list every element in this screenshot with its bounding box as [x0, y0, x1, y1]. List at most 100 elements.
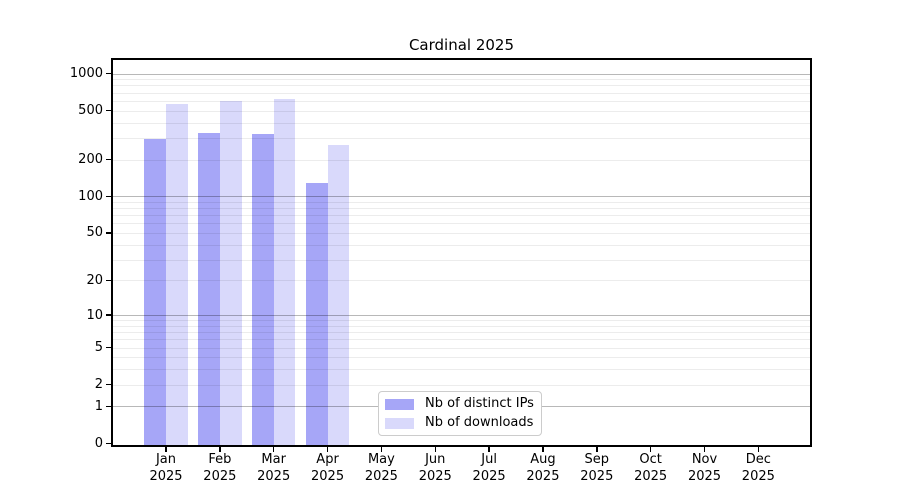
x-tick-month-mar: Mar — [261, 452, 286, 467]
x-tick-month-apr: Apr — [316, 452, 339, 467]
legend-entry-downloads: Nb of downloads — [385, 416, 541, 430]
gridline-major-100 — [113, 196, 810, 198]
gridline-minor-60 — [113, 223, 810, 225]
x-tick-label-jun: Jun 2025 — [407, 452, 463, 485]
legend-entry-distinct-ips: Nb of distinct IPs — [385, 397, 541, 411]
bar-distinct-ips-mar — [251, 134, 274, 445]
x-tick-month-dec: Dec — [745, 452, 771, 467]
bars-layer — [113, 60, 810, 445]
x-tick-month-oct: Oct — [639, 452, 662, 467]
x-tick-label-feb: Feb 2025 — [192, 452, 248, 485]
gridline-major-10 — [113, 315, 810, 317]
gridline-minor-50 — [113, 232, 810, 234]
x-tick-label-apr: Apr 2025 — [300, 452, 356, 485]
y-tick-mark-10 — [105, 314, 112, 316]
x-tick-label-dec: Dec 2025 — [730, 452, 786, 485]
x-tick-month-nov: Nov — [691, 452, 718, 467]
y-tick-label-1: 1 — [94, 398, 103, 414]
gridline-minor-600 — [113, 100, 810, 102]
x-tick-year-jan: 2025 — [149, 468, 183, 484]
y-tick-label-200: 200 — [78, 152, 103, 168]
gridline-minor-8 — [113, 325, 810, 327]
y-tick-mark-1 — [105, 405, 112, 408]
legend: Nb of distinct IPs Nb of downloads — [378, 391, 542, 436]
y-tick-mark-200 — [105, 158, 112, 161]
bar-downloads-feb — [219, 101, 242, 445]
x-tick-mark-mar — [272, 446, 275, 452]
x-tick-label-jul: Jul 2025 — [461, 452, 517, 485]
gridline-minor-500 — [113, 110, 810, 112]
y-tick-label-50: 50 — [86, 225, 103, 241]
y-tick-mark-1000 — [105, 72, 112, 75]
gridline-minor-30 — [113, 259, 810, 261]
legend-label-downloads: Nb of downloads — [425, 415, 534, 430]
x-tick-label-jan: Jan 2025 — [138, 452, 194, 485]
x-tick-mark-dec — [757, 446, 760, 452]
plot-area — [111, 58, 812, 447]
x-tick-month-jul: Jul — [481, 452, 497, 467]
gridline-minor-20 — [113, 280, 810, 282]
bar-downloads-jan — [166, 103, 188, 445]
bar-distinct-ips-feb — [198, 132, 220, 445]
x-tick-year-jun: 2025 — [418, 468, 452, 484]
y-tick-mark-50 — [105, 232, 112, 234]
y-tick-mark-100 — [105, 195, 112, 198]
x-tick-mark-feb — [219, 446, 221, 452]
gridline-minor-9 — [113, 320, 810, 322]
x-tick-month-feb: Feb — [208, 452, 232, 467]
gridline-minor-40 — [113, 244, 810, 246]
x-tick-year-dec: 2025 — [741, 468, 775, 484]
x-tick-year-feb: 2025 — [203, 468, 237, 484]
x-tick-mark-jul — [488, 446, 490, 452]
gridline-minor-200 — [113, 159, 810, 161]
x-tick-year-apr: 2025 — [311, 468, 345, 484]
x-tick-label-aug: Aug 2025 — [515, 452, 571, 485]
legend-label-distinct-ips: Nb of distinct IPs — [425, 396, 534, 411]
gridline-minor-700 — [113, 92, 810, 94]
x-tick-year-aug: 2025 — [526, 468, 560, 484]
gridline-minor-2 — [113, 384, 810, 386]
bar-distinct-ips-jan — [144, 138, 166, 445]
gridline-minor-300 — [113, 137, 810, 139]
y-tick-label-500: 500 — [78, 103, 103, 119]
x-tick-mark-sep — [596, 446, 598, 452]
y-tick-mark-5 — [105, 346, 112, 349]
gridline-major-1000 — [113, 73, 810, 75]
x-tick-mark-apr — [326, 446, 329, 452]
y-tick-label-10: 10 — [86, 307, 103, 323]
y-tick-label-1000: 1000 — [69, 66, 103, 82]
gridline-minor-80 — [113, 208, 810, 210]
gridline-minor-3 — [113, 369, 810, 371]
x-tick-mark-oct — [649, 446, 652, 452]
gridline-minor-70 — [113, 215, 810, 217]
gridline-minor-400 — [113, 122, 810, 124]
x-tick-month-jun: Jun — [425, 452, 446, 467]
y-tick-label-100: 100 — [78, 188, 103, 204]
x-tick-mark-may — [380, 446, 383, 452]
x-tick-year-jul: 2025 — [472, 468, 506, 484]
y-tick-label-5: 5 — [94, 340, 103, 356]
x-tick-label-may: May 2025 — [353, 452, 409, 485]
x-tick-month-jan: Jan — [155, 452, 177, 467]
x-tick-year-nov: 2025 — [687, 468, 722, 484]
y-tick-mark-20 — [105, 279, 112, 282]
x-tick-label-nov: Nov 2025 — [677, 452, 733, 485]
gridline-minor-90 — [113, 201, 810, 203]
y-tick-mark-0 — [105, 442, 112, 445]
y-tick-mark-500 — [105, 109, 112, 112]
legend-swatch-downloads — [385, 417, 414, 429]
bar-distinct-ips-apr — [305, 183, 328, 445]
gridline-minor-4 — [113, 357, 810, 359]
x-tick-year-may: 2025 — [364, 468, 398, 484]
grid-layer — [113, 60, 810, 445]
bar-downloads-apr — [327, 144, 350, 445]
x-tick-mark-jun — [434, 446, 436, 452]
x-tick-label-mar: Mar 2025 — [246, 452, 302, 485]
x-tick-month-sep: Sep — [584, 452, 610, 467]
gridline-minor-800 — [113, 85, 810, 87]
legend-swatch-distinct-ips — [385, 398, 414, 410]
bar-downloads-mar — [273, 99, 296, 445]
gridline-minor-5 — [113, 347, 810, 349]
x-tick-year-mar: 2025 — [257, 468, 291, 484]
x-tick-mark-nov — [703, 446, 706, 452]
